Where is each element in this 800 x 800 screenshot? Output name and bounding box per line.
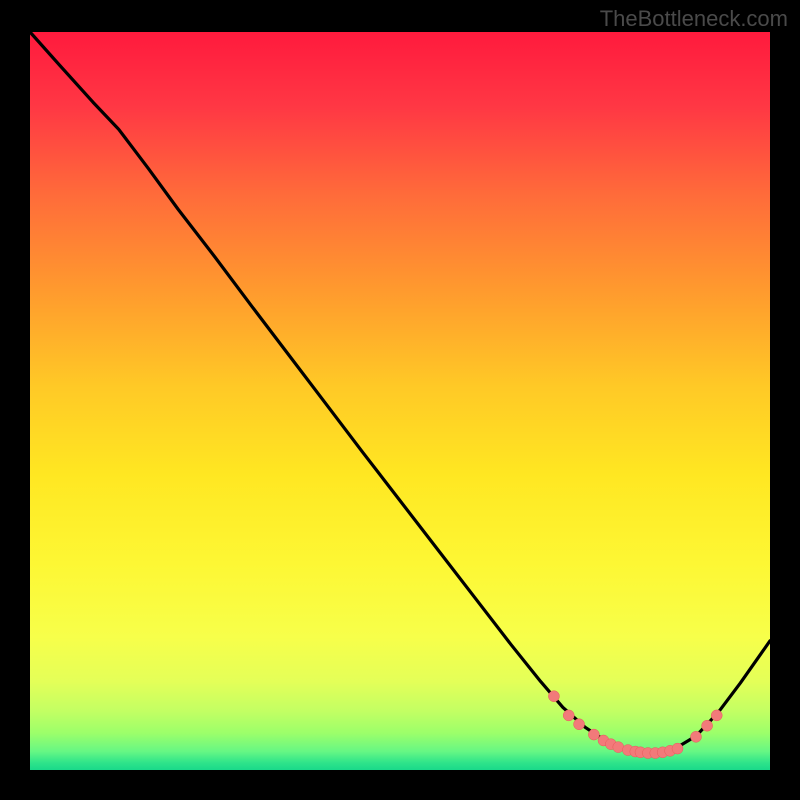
data-marker [563,710,574,721]
data-marker [548,691,559,702]
bottleneck-chart [0,0,800,800]
watermark-text: TheBottleneck.com [600,6,788,32]
data-marker [702,720,713,731]
data-marker [588,729,599,740]
data-marker [672,743,683,754]
data-marker [711,710,722,721]
plot-background [30,32,770,770]
chart-container: TheBottleneck.com [0,0,800,800]
data-marker [574,719,585,730]
data-marker [613,742,624,753]
data-marker [691,731,702,742]
